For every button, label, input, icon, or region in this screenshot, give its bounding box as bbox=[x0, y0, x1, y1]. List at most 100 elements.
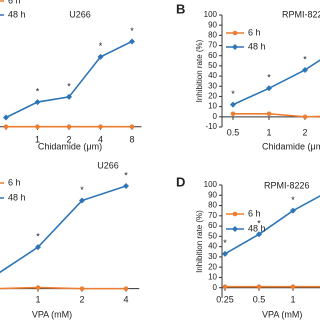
legend-label: 6 h bbox=[248, 208, 261, 218]
x-tick-label: 0.5 bbox=[227, 127, 240, 137]
x-tick-label: 0.25 bbox=[216, 294, 234, 304]
x-tick-label: 4 bbox=[98, 134, 103, 144]
legend-label: 48 h bbox=[248, 223, 266, 233]
y-tick-label: 20 bbox=[208, 262, 217, 271]
legend-marker bbox=[232, 44, 238, 50]
marker bbox=[290, 207, 296, 214]
marker bbox=[230, 101, 236, 108]
series-line bbox=[5, 40, 133, 119]
legend-label: 48 h bbox=[248, 41, 266, 51]
y-axis-label: Inhibition rate (%) bbox=[195, 39, 204, 102]
y-tick-label: 20 bbox=[208, 92, 217, 101]
marker bbox=[230, 111, 236, 117]
marker bbox=[256, 231, 262, 238]
x-axis-label: VPA (mM) bbox=[32, 309, 72, 319]
marker bbox=[123, 183, 129, 190]
y-tick-label: 100 bbox=[204, 180, 218, 189]
x-axis-label: Chidamide (μm) bbox=[262, 141, 320, 151]
y-tick-label: 30 bbox=[208, 252, 217, 261]
x-tick-label: 4 bbox=[123, 294, 128, 304]
panel-label: B bbox=[176, 1, 185, 16]
marker bbox=[66, 93, 72, 100]
x-tick-label: 2 bbox=[302, 127, 307, 137]
marker bbox=[35, 285, 41, 290]
chart-title: U266 bbox=[69, 9, 91, 19]
marker bbox=[129, 124, 135, 130]
significance: * bbox=[223, 238, 227, 248]
marker bbox=[34, 99, 41, 106]
significance: * bbox=[231, 89, 235, 99]
y-tick-label: 10 bbox=[208, 273, 217, 282]
x-tick-label: 1 bbox=[266, 127, 271, 137]
y-tick-label: 40 bbox=[208, 71, 217, 80]
y-tick-label: 30 bbox=[208, 81, 217, 90]
marker bbox=[35, 244, 41, 251]
significance: * bbox=[67, 81, 71, 91]
significance: * bbox=[124, 170, 128, 180]
marker bbox=[3, 124, 9, 130]
legend-label: 6 h bbox=[248, 27, 261, 37]
y-tick-label: 90 bbox=[208, 20, 217, 29]
legend-label: 48 h bbox=[8, 9, 26, 19]
significance: * bbox=[267, 73, 271, 83]
x-tick-label: 0.5 bbox=[253, 294, 266, 304]
chart-title: RPMI-8226 bbox=[264, 180, 310, 190]
marker bbox=[66, 124, 72, 130]
x-tick-label: 1 bbox=[35, 134, 40, 144]
marker bbox=[302, 66, 308, 73]
legend-marker bbox=[232, 30, 238, 36]
legend-label: 6 h bbox=[8, 177, 21, 187]
marker bbox=[123, 286, 129, 291]
marker bbox=[302, 114, 308, 120]
marker bbox=[256, 284, 262, 290]
series-line bbox=[0, 286, 126, 290]
y-tick-label: 80 bbox=[208, 30, 217, 39]
marker bbox=[266, 111, 272, 117]
significance: * bbox=[291, 195, 295, 205]
significance: * bbox=[36, 232, 40, 242]
marker bbox=[3, 114, 9, 121]
marker bbox=[79, 197, 85, 204]
legend-marker bbox=[232, 211, 238, 217]
marker bbox=[266, 85, 272, 92]
series-line bbox=[233, 112, 320, 118]
y-tick-label: 0 bbox=[213, 283, 218, 292]
y-axis-label: Inhibition rate (%) bbox=[195, 210, 204, 273]
x-tick-label: 8 bbox=[129, 134, 134, 144]
x-tick-label: 2 bbox=[79, 294, 84, 304]
y-tick-label: -10 bbox=[205, 122, 217, 131]
x-axis-label: Chidamide (μm) bbox=[38, 141, 102, 151]
significance: * bbox=[257, 219, 261, 229]
chart-title: RPMI-8226 bbox=[282, 9, 320, 19]
y-tick-label: 70 bbox=[208, 211, 217, 220]
legend-label: 48 h bbox=[8, 192, 26, 202]
significance: * bbox=[303, 54, 307, 64]
significance: * bbox=[99, 41, 103, 51]
marker bbox=[129, 38, 135, 45]
significance: * bbox=[130, 26, 134, 36]
marker bbox=[222, 250, 228, 257]
marker bbox=[35, 124, 40, 130]
panel-label: D bbox=[176, 174, 185, 189]
significance: * bbox=[36, 86, 40, 96]
marker bbox=[98, 124, 103, 130]
marker bbox=[222, 284, 228, 290]
x-tick-label: 1 bbox=[35, 294, 40, 304]
y-tick-label: 100 bbox=[204, 10, 218, 19]
marker bbox=[79, 286, 85, 291]
marker bbox=[97, 53, 104, 60]
series-line bbox=[232, 59, 320, 106]
x-axis-label: VPA (mM) bbox=[262, 309, 302, 319]
y-tick-label: 60 bbox=[208, 51, 217, 60]
y-tick-label: 80 bbox=[208, 201, 217, 210]
y-tick-label: 40 bbox=[208, 242, 217, 251]
y-tick-label: 90 bbox=[208, 190, 217, 199]
marker bbox=[290, 284, 296, 290]
x-tick-label: 2 bbox=[66, 134, 71, 144]
y-tick-label: 10 bbox=[208, 102, 217, 111]
x-tick-label: 1 bbox=[290, 294, 295, 304]
series-line bbox=[0, 185, 127, 274]
y-tick-label: 60 bbox=[208, 221, 217, 230]
